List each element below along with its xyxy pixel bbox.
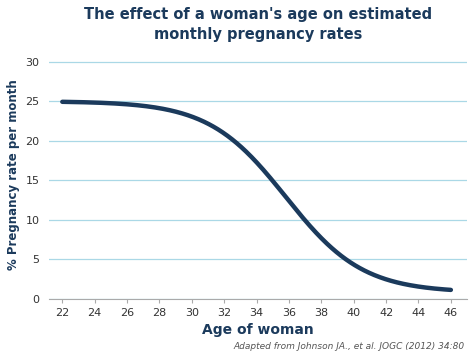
Title: The effect of a woman's age on estimated
monthly pregnancy rates: The effect of a woman's age on estimated… bbox=[84, 7, 432, 42]
Text: :80: :80 bbox=[0, 354, 1, 355]
Y-axis label: % Pregnancy rate per month: % Pregnancy rate per month bbox=[7, 79, 20, 270]
Text: Adapted from Johnson JA., et al. JOGC (2012) 34:80: Adapted from Johnson JA., et al. JOGC (2… bbox=[233, 343, 465, 351]
X-axis label: Age of woman: Age of woman bbox=[202, 323, 314, 337]
